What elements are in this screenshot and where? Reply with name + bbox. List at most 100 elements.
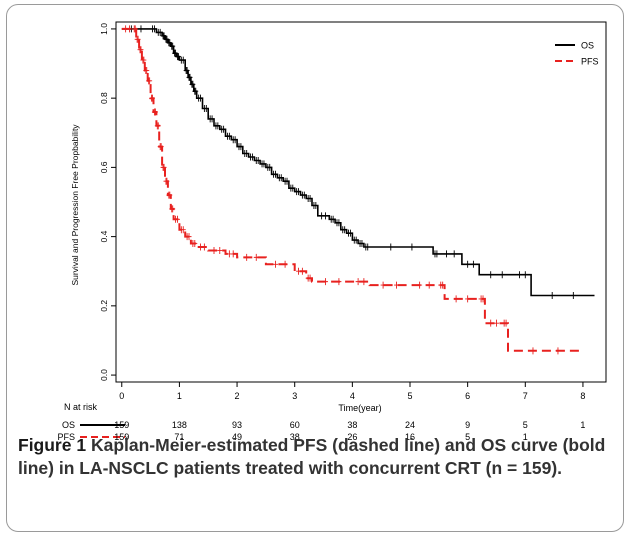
censor-mark-os [175, 53, 181, 61]
legend: OS PFS [555, 41, 599, 67]
censor-mark-pfs [201, 243, 207, 251]
censor-mark-pfs [480, 295, 486, 303]
y-tick-label: 0.8 [99, 92, 109, 104]
censor-mark-os [347, 229, 353, 237]
censor-mark-os [255, 156, 261, 164]
at-risk-row-label: OS [62, 420, 75, 430]
at-risk-count: 93 [232, 420, 242, 430]
censor-mark-os [322, 212, 328, 220]
censor-mark-pfs [440, 281, 446, 289]
at-risk-count: 138 [172, 420, 187, 430]
censor-mark-pfs [503, 319, 509, 327]
y-tick-label: 0.0 [99, 369, 109, 381]
censor-mark-os [138, 25, 144, 33]
censor-mark-os [221, 125, 227, 133]
censor-mark-os [209, 115, 215, 123]
survival-curves [121, 27, 595, 352]
at-risk-count: 1 [580, 420, 585, 430]
x-tick-label: 1 [177, 391, 182, 401]
censor-mark-os [451, 250, 457, 258]
censor-mark-pfs [253, 253, 259, 261]
at-risk-count: 38 [347, 420, 357, 430]
censor-mark-pfs [211, 246, 217, 254]
censor-mark-pfs [307, 274, 313, 282]
at-risk-count: 159 [114, 420, 129, 430]
x-tick-label: 0 [119, 391, 124, 401]
censor-mark-pfs [453, 295, 459, 303]
censor-mark-os [278, 174, 284, 182]
censor-mark-pfs [152, 108, 158, 116]
legend-label-os: OS [581, 41, 594, 51]
plot-area-border [115, 21, 607, 383]
censor-mark-pfs [167, 191, 173, 199]
censor-mark-os [488, 271, 494, 279]
censor-mark-pfs [132, 25, 138, 33]
legend-label-pfs: PFS [581, 57, 599, 67]
at-risk-count: 5 [465, 432, 470, 440]
censor-mark-os [522, 271, 528, 279]
x-tick-label: 5 [407, 391, 412, 401]
censor-mark-os [470, 260, 476, 268]
y-axis-label: Survival and Progression Free Propbabili… [70, 124, 80, 286]
censor-mark-pfs [141, 56, 147, 64]
censor-mark-os [330, 215, 336, 223]
censor-mark-pfs [161, 163, 167, 171]
censor-mark-pfs [530, 347, 536, 355]
censor-mark-os [444, 250, 450, 258]
censor-mark-pfs [322, 278, 328, 286]
censor-mark-pfs [158, 143, 164, 151]
censor-mark-pfs [380, 281, 386, 289]
censor-mark-os [365, 243, 371, 251]
at-risk-count: 60 [290, 420, 300, 430]
censor-mark-os [465, 260, 471, 268]
censor-mark-pfs [282, 260, 288, 268]
censor-mark-pfs [336, 278, 342, 286]
censor-mark-os [151, 25, 157, 33]
censor-mark-pfs [144, 66, 150, 74]
censor-mark-pfs [361, 278, 367, 286]
figure-caption: Figure 1 Kaplan-Meier-estimated PFS (das… [18, 434, 614, 480]
censor-mark-os [336, 219, 342, 227]
censor-mark-pfs [465, 295, 471, 303]
censor-mark-os [184, 66, 190, 74]
censor-mark-os [296, 188, 302, 196]
censor-mark-os [157, 28, 163, 36]
at-risk-row-label: PFS [57, 432, 75, 440]
y-axis: 0.0 0.2 0.4 0.6 0.8 1.0 [99, 23, 116, 381]
at-risk-count: 9 [465, 420, 470, 430]
censor-mark-pfs [164, 177, 170, 185]
censor-mark-os [198, 94, 204, 102]
censor-mark-pfs [138, 46, 144, 54]
x-axis: 0 1 2 3 4 5 6 7 8 [119, 382, 585, 401]
curve-os [121, 28, 595, 297]
censor-mark-os [307, 195, 313, 203]
censor-mark-os [359, 240, 365, 248]
censor-mark-pfs [126, 25, 132, 33]
censor-mark-pfs [299, 267, 305, 275]
censor-mark-os [215, 122, 221, 130]
censor-mark-os [180, 56, 186, 64]
censor-mark-pfs [394, 281, 400, 289]
at-risk-count: 71 [174, 432, 184, 440]
censor-mark-os [517, 271, 523, 279]
censor-mark-pfs [217, 246, 223, 254]
censor-mark-pfs [180, 226, 186, 234]
y-tick-label: 0.6 [99, 161, 109, 173]
censor-mark-pfs [272, 260, 278, 268]
figure-frame [6, 4, 624, 532]
at-risk-title: N at risk [64, 402, 98, 412]
censor-mark-os [249, 153, 255, 161]
at-risk-count: 16 [405, 432, 415, 440]
y-tick-label: 1.0 [99, 23, 109, 35]
curve-pfs [121, 27, 583, 352]
censor-mark-pfs [244, 253, 250, 261]
censor-marks [123, 25, 576, 355]
caption-text: Kaplan-Meier-estimated PFS (dashed line)… [18, 435, 606, 478]
caption-label: Figure 1 [18, 435, 87, 455]
censor-mark-os [267, 163, 273, 171]
at-risk-count: 159 [114, 432, 129, 440]
x-tick-label: 2 [235, 391, 240, 401]
censor-mark-os [434, 250, 440, 258]
at-risk-count: 38 [290, 432, 300, 440]
censor-mark-pfs [555, 347, 561, 355]
